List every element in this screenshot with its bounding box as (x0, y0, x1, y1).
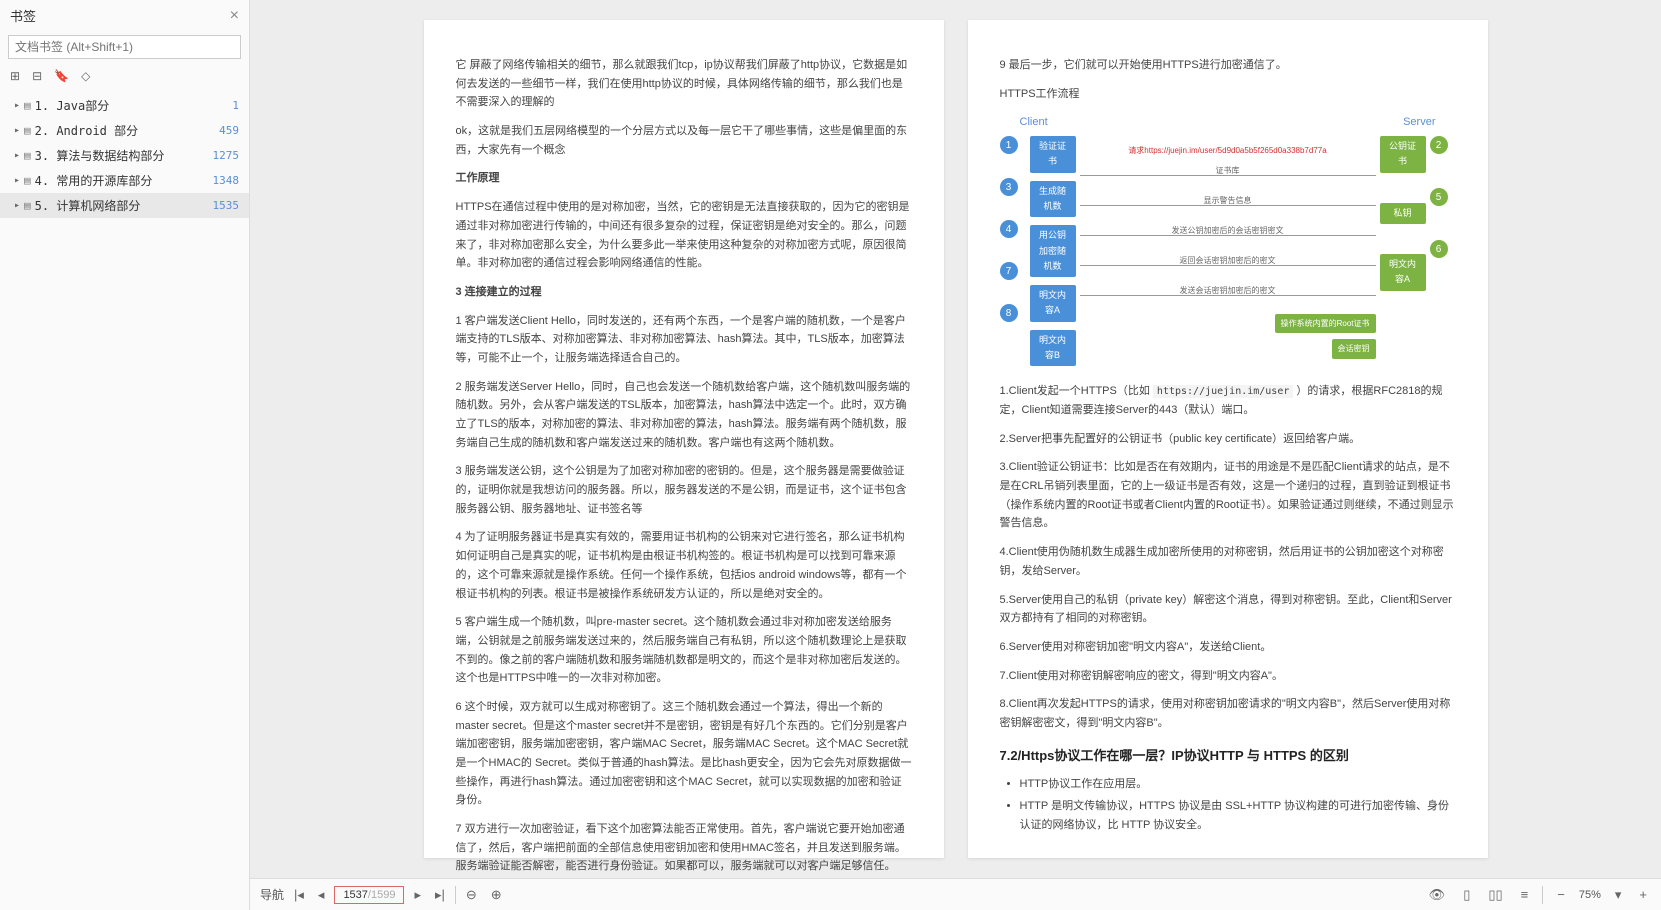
last-page-icon[interactable]: ▸| (431, 885, 449, 905)
bookmark-list: ▸▤1. Java部分1▸▤2. Android 部分459▸▤3. 算法与数据… (0, 89, 249, 910)
zoom-in-button[interactable]: + (1635, 885, 1651, 904)
paragraph: 6 这个时候，双方就可以生成对称密钥了。这三个随机数会通过一个算法，得出一个新的… (456, 698, 912, 810)
paragraph: 3 服务端发送公钥，这个公钥是为了加密对称加密的密钥的。但是，这个服务器是需要做… (456, 462, 912, 518)
nav-label: 导航 (260, 886, 284, 903)
paragraph: 5 客户端生成一个随机数，叫pre-master secret。这个随机数会通过… (456, 613, 912, 688)
collapse-all-icon[interactable]: ⊟ (32, 69, 42, 83)
zoom-out-icon[interactable]: ⊖ (462, 885, 481, 905)
paragraph: 2 服务端发送Server Hello，同时，自己也会发送一个随机数给客户端，这… (456, 378, 912, 453)
view-mode-icon[interactable]: 👁 (1425, 885, 1450, 905)
heading: 工作原理 (456, 169, 912, 188)
paragraph: 1 客户端发送Client Hello，同时发送的，还有两个东西，一个是客户端的… (456, 312, 912, 368)
step-paragraph: 1.Client发起一个HTTPS（比如 https://juejin.im/u… (1000, 382, 1456, 419)
paragraph: HTTPS在通信过程中使用的是对称加密，当然，它的密钥是无法直接获取的，因为它的… (456, 198, 912, 273)
paragraph: 它 屏蔽了网络传输相关的细节，那么就跟我们tcp，ip协议帮我们屏蔽了http协… (456, 56, 912, 112)
next-page-icon[interactable]: ▸ (410, 885, 425, 905)
bookmark-item[interactable]: ▸▤5. 计算机网络部分1535 (0, 193, 249, 218)
step-paragraph: 6.Server使用对称密钥加密"明文内容A"，发送给Client。 (1000, 638, 1456, 657)
zoom-in-icon[interactable]: ⊕ (487, 885, 506, 905)
bookmark-item[interactable]: ▸▤3. 算法与数据结构部分1275 (0, 143, 249, 168)
bookmarks-sidebar: 书签 × ⊞ ⊟ 🔖 ◇ ▸▤1. Java部分1▸▤2. Android 部分… (0, 0, 250, 910)
step-paragraph: 8.Client再次发起HTTPS的请求，使用对称密钥加密请求的"明文内容B"，… (1000, 695, 1456, 732)
step-paragraph: 4.Client使用伪随机数生成器生成加密所使用的对称密钥，然后用证书的公钥加密… (1000, 543, 1456, 580)
heading: HTTPS工作流程 (1000, 85, 1456, 104)
step-paragraph: 5.Server使用自己的私钥（private key）解密这个消息，得到对称密… (1000, 591, 1456, 628)
first-page-icon[interactable]: |◂ (290, 885, 308, 905)
sidebar-title: 书签 (10, 6, 36, 25)
zoom-out-button[interactable]: − (1553, 885, 1569, 904)
bookmark-item[interactable]: ▸▤4. 常用的开源库部分1348 (0, 168, 249, 193)
document-page-left: 它 屏蔽了网络传输相关的细节，那么就跟我们tcp，ip协议帮我们屏蔽了http协… (424, 20, 944, 858)
section-heading: 7.2/Https协议工作在哪一层？IP协议HTTP 与 HTTPS 的区别 (1000, 745, 1456, 767)
step-paragraph: 7.Client使用对称密钥解密响应的密文，得到"明文内容A"。 (1000, 667, 1456, 686)
document-page-right: 9 最后一步，它们就可以开始使用HTTPS进行加密通信了。 HTTPS工作流程 … (968, 20, 1488, 858)
bullet-item: HTTP 是明文传输协议，HTTPS 协议是由 SSL+HTTP 协议构建的可进… (1020, 797, 1456, 834)
paragraph: 9 最后一步，它们就可以开始使用HTTPS进行加密通信了。 (1000, 56, 1456, 75)
two-page-icon[interactable]: ▯▯ (1484, 885, 1506, 905)
diagram-server-label: Server (1403, 113, 1435, 132)
zoom-level: 75% (1579, 889, 1601, 901)
bookmark-search-input[interactable] (8, 35, 241, 59)
paragraph: ok，这就是我们五层网络模型的一个分层方式以及每一层它干了哪些事情，这些是偏里面… (456, 122, 912, 159)
statusbar: 导航 |◂ ◂ 1537/1599 ▸ ▸| ⊖ ⊕ 👁 ▯ ▯▯ ≡ − 75… (250, 878, 1661, 910)
zoom-dropdown-icon[interactable]: ▾ (1611, 885, 1626, 905)
bookmark-outline-icon[interactable]: ◇ (81, 69, 90, 83)
single-page-icon[interactable]: ▯ (1459, 885, 1474, 905)
heading: 3 连接建立的过程 (456, 283, 912, 302)
close-icon[interactable]: × (230, 7, 239, 25)
paragraph: 4 为了证明服务器证书是真实有效的，需要用证书机构的公钥来对它进行签名，那么证书… (456, 528, 912, 603)
bullet-item: HTTP协议工作在应用层。 (1020, 775, 1456, 794)
diagram-client-label: Client (1020, 113, 1048, 132)
expand-all-icon[interactable]: ⊞ (10, 69, 20, 83)
prev-page-icon[interactable]: ◂ (314, 885, 329, 905)
https-flow-diagram: Client Server 13478验证证书生成随机数用公钥加密随机数明文内容… (1000, 113, 1456, 366)
page-number-input[interactable]: 1537/1599 (334, 886, 404, 904)
bookmark-item[interactable]: ▸▤1. Java部分1 (0, 93, 249, 118)
paragraph: 7 双方进行一次加密验证，看下这个加密算法能否正常使用。首先，客户端说它要开始加… (456, 820, 912, 876)
bookmark-icon[interactable]: 🔖 (54, 69, 69, 83)
continuous-icon[interactable]: ≡ (1517, 885, 1533, 904)
step-paragraph: 2.Server把事先配置好的公钥证书（public key certifica… (1000, 430, 1456, 449)
bookmark-item[interactable]: ▸▤2. Android 部分459 (0, 118, 249, 143)
step-paragraph: 3.Client验证公钥证书：比如是否在有效期内，证书的用途是不是匹配Clien… (1000, 458, 1456, 533)
